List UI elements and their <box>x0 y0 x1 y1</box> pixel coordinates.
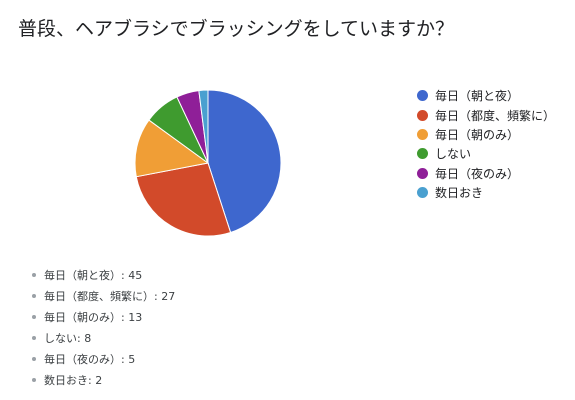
bullet-icon <box>32 356 36 361</box>
legend-label: 数日おき <box>435 186 484 201</box>
summary-item: 数日おき: 2 <box>32 369 175 390</box>
summary-text: 数日おき: 2 <box>44 373 103 387</box>
summary-text: しない: 8 <box>44 331 92 345</box>
pie-slice <box>198 89 209 164</box>
bullet-icon <box>32 293 36 298</box>
bullet-icon <box>32 272 36 277</box>
legend-label: しない <box>435 147 472 162</box>
legend-item: しない <box>417 144 555 163</box>
summary-item: 毎日（朝のみ）: 13 <box>32 306 175 327</box>
pie-slice <box>135 162 232 237</box>
legend-label: 毎日（夜のみ） <box>435 166 520 181</box>
summary-text: 毎日（朝と夜）: 45 <box>44 268 143 282</box>
legend-item: 毎日（夜のみ） <box>417 164 555 183</box>
legend-color-dot <box>417 187 428 199</box>
bullet-icon <box>32 335 36 340</box>
bullet-icon <box>32 377 36 382</box>
legend-item: 毎日（都度、頻繁に） <box>417 105 555 124</box>
legend-color-dot <box>417 148 428 160</box>
response-summary-list: 毎日（朝と夜）: 45 毎日（都度、頻繁に）: 27 毎日（朝のみ）: 13 しない:… <box>32 264 175 390</box>
summary-item: 毎日（夜のみ）: 5 <box>32 348 175 369</box>
question-title: 普段、ヘアブラシでブラッシングをしていますか？ <box>18 18 455 40</box>
legend-item: 数日おき <box>417 183 555 202</box>
summary-item: 毎日（都度、頻繁に）: 27 <box>32 285 175 306</box>
legend-label: 毎日（都度、頻繁に） <box>435 108 556 123</box>
chart-legend: 毎日（朝と夜） 毎日（都度、頻繁に） 毎日（朝のみ） しない毎日（夜のみ） 数日おき <box>417 86 555 202</box>
legend-label: 毎日（朝のみ） <box>435 127 520 142</box>
summary-text: 毎日（都度、頻繁に）: 27 <box>44 289 176 303</box>
legend-color-dot <box>417 167 428 179</box>
legend-item: 毎日（朝と夜） <box>417 86 555 105</box>
legend-color-dot <box>417 128 428 140</box>
bullet-icon <box>32 314 36 319</box>
legend-color-dot <box>417 90 428 102</box>
legend-item: 毎日（朝のみ） <box>417 125 555 144</box>
pie-slice <box>207 89 282 234</box>
legend-color-dot <box>417 109 428 121</box>
summary-item: 毎日（朝と夜）: 45 <box>32 264 175 285</box>
summary-item: しない: 8 <box>32 327 175 348</box>
legend-label: 毎日（朝と夜） <box>435 89 520 104</box>
pie-slice <box>134 119 210 178</box>
summary-text: 毎日（朝のみ）: 13 <box>44 310 143 324</box>
summary-text: 毎日（夜のみ）: 5 <box>44 352 136 366</box>
